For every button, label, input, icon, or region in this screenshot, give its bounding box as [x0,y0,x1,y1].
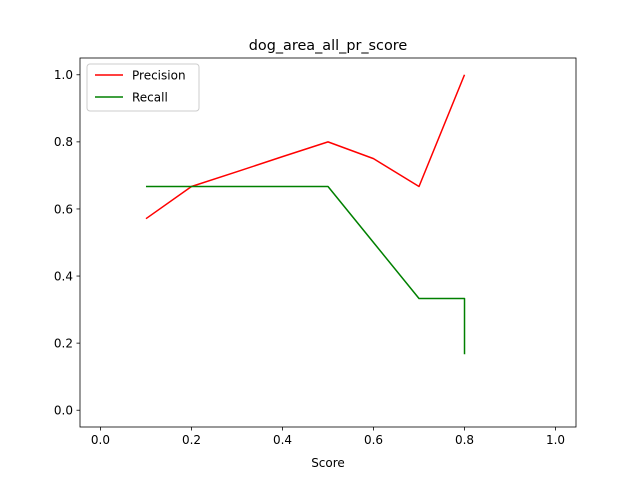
x-axis-label: Score [311,456,345,470]
x-tick-label: 1.0 [546,433,565,447]
series-line-precision [145,74,466,220]
y-tick-label: 0.6 [54,202,73,216]
axes-frame [79,57,577,428]
legend-label-recall: Recall [132,90,168,104]
x-tick-label: 0.0 [91,433,110,447]
y-tick-label: 0.2 [54,336,73,350]
series-line-recall [145,185,466,355]
y-tick-label: 1.0 [54,68,73,82]
x-tick-label: 0.2 [182,433,201,447]
chart-title: dog_area_all_pr_score [249,38,408,54]
x-tick-label: 0.6 [364,433,383,447]
y-tick-label: 0.8 [54,135,73,149]
legend-label-precision: Precision [132,68,186,82]
x-tick-label: 0.4 [273,433,292,447]
y-tick-label: 0.0 [54,404,73,418]
plot-area: 0.0 0.2 0.4 0.6 0.8 1.0 0.0 0.2 0.4 0.6 0.8 1.0 Prec… [54,57,577,447]
x-tick-label: 0.8 [455,433,474,447]
y-tick-label: 0.4 [54,269,73,283]
